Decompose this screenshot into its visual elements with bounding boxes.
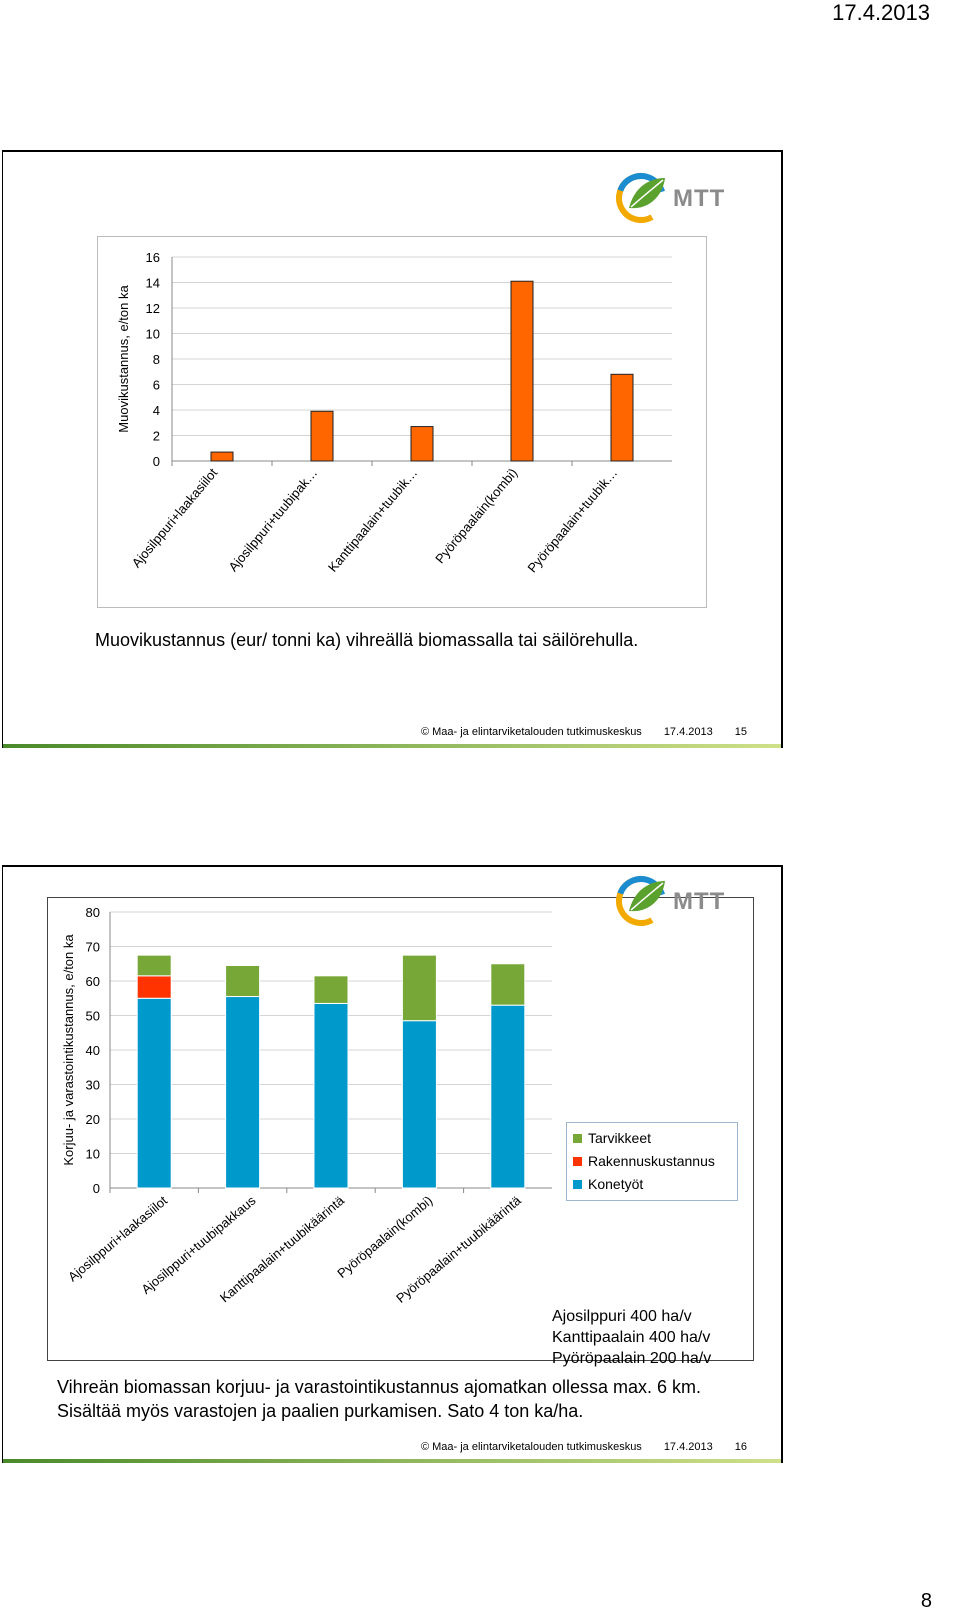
footer-date: 17.4.2013 [663,1441,713,1453]
x-tick-label: Ajosilppuri+tuubipak… [225,465,320,574]
slide-15: MTT 0 2 4 6 8 10 12 14 16 Muovikustannus, e/ton k… [2,150,783,748]
footer-org: © Maa- ja elintarviketalouden tutkimuske… [420,1441,642,1453]
bar-segment [490,963,526,1006]
page-number: 8 [920,1590,932,1612]
y-axis-label: Muovikustannus, e/ton ka [116,285,131,433]
legend-label: Rakennuskustannus [588,1153,715,1169]
y-tick-label: 80 [86,905,100,920]
note-line: Kanttipaalain 400 ha/v [552,1329,711,1346]
y-axis-label: Korjuu- ja varastointikustannus, e/ton k… [61,934,76,1166]
y-tick-label: 2 [153,429,160,444]
footer-page: 15 [734,726,747,738]
bar-segment [225,996,261,1189]
mtt-logo: MTT [616,173,725,223]
note-line: Pyöröpaalain 200 ha/v [552,1350,712,1367]
bar-segment [313,975,349,1004]
logo-text: MTT [673,888,725,915]
bar [410,426,434,462]
chart-frame: 0 10 20 30 40 50 60 70 80 Korjuu- ja varastointik… [47,897,754,1367]
bar-segment [490,1004,526,1189]
legend-label: Tarvikkeet [588,1130,652,1146]
note-line: Ajosilppuri 400 ha/v [552,1308,692,1325]
caption-line: Sisältää myös varastojen ja paalien purk… [57,1401,584,1421]
legend-swatch [573,1134,582,1143]
plastic-cost-chart: 0 2 4 6 8 10 12 14 16 Muovikustannus, e/ton ka Ajo… [116,250,672,575]
y-tick-label: 30 [86,1078,100,1093]
slide-caption: Vihreän biomassan korjuu- ja varastointi… [57,1375,701,1423]
bar-segment [136,954,172,977]
mtt-logo: MTT [616,876,725,926]
logo-text: MTT [673,185,725,212]
footer-page: 16 [734,1441,747,1453]
x-tick-label: Pyöröpaalain(kombi) [432,465,520,566]
bar [310,410,334,462]
x-tick-label: Ajosilppuri+laakasiilot [129,465,221,570]
slide-accent-bar [3,1459,781,1463]
y-tick-label: 60 [86,974,100,989]
footer-org: © Maa- ja elintarviketalouden tutkimuske… [420,726,642,738]
y-tick-label: 70 [86,940,100,955]
slide-caption: Muovikustannus (eur/ tonni ka) vihreällä… [95,630,639,650]
y-tick-label: 50 [86,1009,100,1024]
legend-swatch [573,1157,582,1166]
bar [510,280,534,462]
harvest-storage-cost-chart: 0 10 20 30 40 50 60 70 80 Korjuu- ja varastointik… [61,905,552,1306]
bar-segment [136,997,172,1189]
caption-line: Vihreän biomassan korjuu- ja varastointi… [57,1377,701,1397]
y-tick-label: 40 [86,1043,100,1058]
bar [610,373,634,462]
x-tick-label: Pyöröpaalain+tuubik… [524,465,620,575]
y-tick-label: 8 [153,352,160,367]
legend-swatch [573,1180,582,1189]
bar-segment [401,1020,437,1189]
bar-segment [136,975,172,999]
capacity-notes: Ajosilppuri 400 ha/v Kanttipaalain 400 h… [552,1306,711,1369]
chart-frame: 0 2 4 6 8 10 12 14 16 Muovikustannus, e/ton ka Ajo… [97,236,707,608]
y-tick-label: 10 [86,1147,100,1162]
slide-16: 0 10 20 30 40 50 60 70 80 Korjuu- ja varastointik… [2,865,783,1463]
legend-item-rakennuskustannus: Rakennuskustannus [573,1150,731,1173]
y-tick-label: 6 [153,378,160,393]
y-tick-label: 20 [86,1112,100,1127]
legend-item-tarvikkeet: Tarvikkeet [573,1127,731,1150]
y-tick-label: 16 [146,250,160,265]
x-tick-label: Kanttipaalain+tuubik… [325,465,420,575]
legend-item-konetyot: Konetyöt [573,1173,731,1196]
y-tick-label: 0 [153,454,160,469]
y-tick-label: 0 [93,1181,100,1196]
y-tick-label: 4 [153,403,160,418]
slide-accent-bar [3,744,781,748]
y-tick-label: 12 [146,301,160,316]
x-tick-label: Pyöröpaalain(kombi) [334,1193,435,1281]
footer-date: 17.4.2013 [663,726,713,738]
y-tick-label: 14 [146,276,160,291]
bar-segment [313,1002,349,1189]
bar [210,451,234,462]
y-tick-label: 10 [146,327,160,342]
slide-footer: © Maa- ja elintarviketalouden tutkimuske… [421,1441,747,1453]
slide-footer: © Maa- ja elintarviketalouden tutkimuske… [421,726,747,738]
legend-label: Konetyöt [588,1176,644,1192]
bar-segment [225,964,261,998]
bar-segment [401,954,437,1022]
page-date: 17.4.2013 [832,0,930,25]
chart-legend: Tarvikkeet Rakennuskustannus Konetyöt [566,1122,738,1201]
